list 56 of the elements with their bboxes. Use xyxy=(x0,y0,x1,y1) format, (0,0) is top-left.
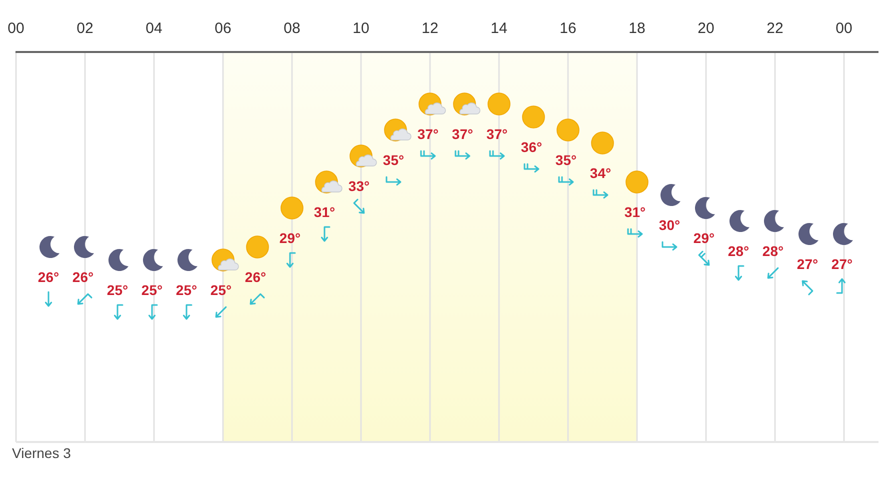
data-label: 35° xyxy=(382,152,404,168)
x-tick-label: 08 xyxy=(284,20,300,37)
text: Viernes 3 xyxy=(12,445,72,461)
point xyxy=(108,249,128,272)
point xyxy=(626,170,648,194)
data-label: 30° xyxy=(658,217,680,233)
data-label: 29° xyxy=(693,230,715,246)
data-label: 25° xyxy=(210,282,232,298)
data-label: 34° xyxy=(590,165,612,181)
data-label: 37° xyxy=(417,126,439,142)
point xyxy=(556,118,580,142)
data-label: 37° xyxy=(452,126,474,142)
point xyxy=(729,210,750,232)
data-label: 31° xyxy=(314,204,336,220)
point xyxy=(488,92,510,116)
data-label: 27° xyxy=(796,256,818,272)
data-label: 25° xyxy=(141,282,163,298)
data-label: 26° xyxy=(244,269,266,285)
point xyxy=(832,223,853,246)
point xyxy=(177,249,198,272)
x-tick-label: 10 xyxy=(352,20,370,37)
x-tick-label: 16 xyxy=(560,20,576,37)
x-tick-label: 00 xyxy=(836,20,852,37)
data-label: 25° xyxy=(106,282,128,298)
point xyxy=(280,196,304,220)
x-tick-label: 20 xyxy=(698,20,714,37)
data-label: 37° xyxy=(486,126,508,142)
data-label: 26° xyxy=(38,269,60,285)
point xyxy=(660,184,680,206)
point xyxy=(74,236,94,258)
data-label: 28° xyxy=(728,243,750,259)
data-label: 29° xyxy=(279,230,301,246)
data-label: 28° xyxy=(762,243,784,259)
point xyxy=(591,132,614,154)
data-label: 35° xyxy=(555,152,577,168)
point xyxy=(142,249,163,272)
x-tick-label: 04 xyxy=(146,20,162,37)
point xyxy=(522,106,545,128)
x-tick-label: 14 xyxy=(490,20,508,37)
x-tick-label: 12 xyxy=(422,20,438,37)
data-label: 33° xyxy=(348,178,370,194)
point xyxy=(39,236,60,258)
data-label: 27° xyxy=(831,256,853,272)
point xyxy=(246,236,269,258)
x-tick-label: 02 xyxy=(76,20,94,37)
point xyxy=(694,197,715,220)
point xyxy=(764,210,784,232)
x-tick-label: 00 xyxy=(8,20,24,37)
x-tick-label: 06 xyxy=(214,20,232,37)
x-tick-label: 18 xyxy=(628,20,646,37)
point xyxy=(798,223,818,246)
data-label: 25° xyxy=(176,282,198,298)
data-label: 36° xyxy=(520,139,542,155)
x-tick-label: 22 xyxy=(766,20,784,37)
data-label: 31° xyxy=(624,204,646,220)
data-label: 26° xyxy=(72,269,94,285)
